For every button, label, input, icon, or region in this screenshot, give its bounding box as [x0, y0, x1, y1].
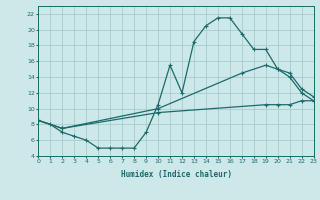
X-axis label: Humidex (Indice chaleur): Humidex (Indice chaleur): [121, 170, 231, 179]
